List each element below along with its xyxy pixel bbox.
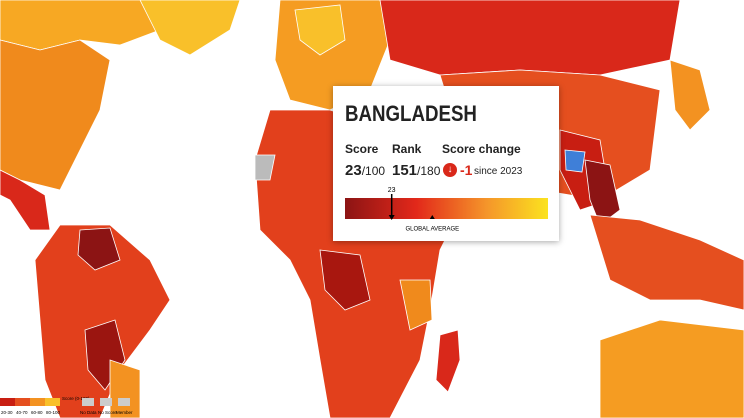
rank-label: Rank bbox=[392, 142, 422, 156]
legend-score-label: Score (0-100) bbox=[62, 396, 90, 401]
japan bbox=[669, 59, 711, 131]
legend-extra-swatch bbox=[82, 398, 94, 406]
legend-extra-label: No Data bbox=[80, 410, 97, 415]
southeast-asia-islands bbox=[589, 214, 744, 311]
score-bar: 23 GLOBAL AVERAGE bbox=[345, 187, 548, 233]
madagascar bbox=[435, 329, 461, 393]
venezuela bbox=[77, 227, 121, 271]
legend-swatch bbox=[45, 398, 60, 406]
legend-extra-label: Member bbox=[116, 410, 133, 415]
country-name: BANGLADESH bbox=[345, 101, 477, 126]
legend-extra-swatch bbox=[100, 398, 112, 406]
usa bbox=[0, 39, 111, 191]
russia bbox=[379, 0, 681, 76]
change-since: since 2023 bbox=[474, 166, 523, 177]
global-average-label: GLOBAL AVERAGE bbox=[405, 227, 459, 233]
legend-range: 40-70 bbox=[16, 410, 28, 415]
score-marker-head bbox=[388, 215, 395, 220]
legend-swatch bbox=[0, 398, 15, 406]
rank: 151 bbox=[392, 162, 418, 179]
rank-max: /180 bbox=[417, 164, 441, 178]
legend-range: 20-30 bbox=[1, 410, 13, 415]
legend: 20-30 40-70 60-80 80-100 Score (0-100) No Dat… bbox=[0, 396, 133, 415]
east-africa bbox=[399, 279, 433, 331]
mexico bbox=[0, 169, 51, 231]
down-arrow-icon: ↓ bbox=[443, 163, 457, 177]
bangladesh bbox=[564, 149, 586, 173]
legend-range: 60-80 bbox=[31, 410, 43, 415]
legend-range: 80-100 bbox=[46, 410, 61, 415]
score-label: Score bbox=[345, 142, 379, 156]
change-value: -1 bbox=[460, 162, 473, 178]
nordics bbox=[294, 4, 346, 56]
change-label: Score change bbox=[442, 142, 521, 156]
legend-swatch bbox=[15, 398, 30, 406]
score: 23 bbox=[345, 162, 362, 179]
gradient-scale bbox=[345, 198, 548, 219]
central-africa bbox=[319, 249, 371, 311]
legend-swatch bbox=[30, 398, 45, 406]
western-sahara bbox=[254, 154, 276, 181]
score-max: /100 bbox=[361, 164, 386, 178]
legend-extra-swatch bbox=[118, 398, 130, 406]
score-marker-label: 23 bbox=[388, 187, 396, 194]
australia bbox=[599, 319, 744, 418]
greenland bbox=[139, 0, 241, 56]
rank-value: 151/180 bbox=[392, 162, 440, 179]
global-average-marker bbox=[429, 215, 435, 219]
score-value: 23/100 bbox=[345, 162, 385, 179]
legend-extra-label: No Score bbox=[98, 410, 117, 415]
